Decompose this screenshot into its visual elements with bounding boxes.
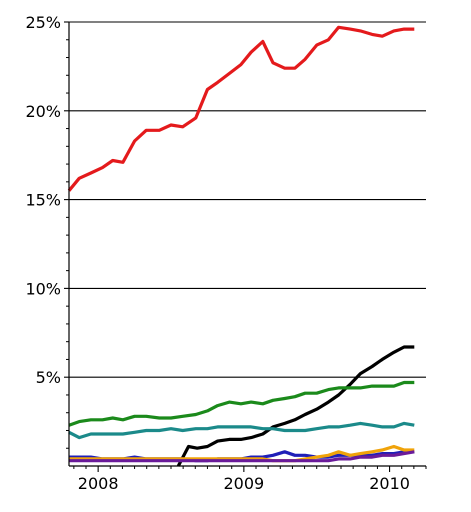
x-tick-label: 2008 bbox=[78, 474, 119, 493]
gridlines bbox=[69, 21, 426, 378]
series-lines bbox=[67, 25, 415, 467]
x-tick-label: 2009 bbox=[223, 474, 264, 493]
y-tick-label: 20% bbox=[25, 102, 61, 121]
y-tick-label: 5% bbox=[36, 368, 61, 387]
series-line-4 bbox=[68, 421, 415, 440]
y-tick-label: 10% bbox=[25, 279, 61, 298]
ticks bbox=[64, 21, 427, 472]
series-line-1 bbox=[67, 25, 415, 192]
series-line-7 bbox=[69, 450, 415, 463]
y-tick-label: 25% bbox=[25, 13, 61, 32]
x-tick-label: 2010 bbox=[369, 474, 410, 493]
series-line-6 bbox=[69, 444, 415, 463]
y-tick-label: 15% bbox=[25, 191, 61, 210]
series-line-2 bbox=[176, 345, 415, 467]
series-line-3 bbox=[68, 380, 415, 427]
tick-labels: 5% 10% 15% 20% 25% 2008 2009 2010 bbox=[25, 13, 409, 493]
axes bbox=[68, 22, 426, 467]
